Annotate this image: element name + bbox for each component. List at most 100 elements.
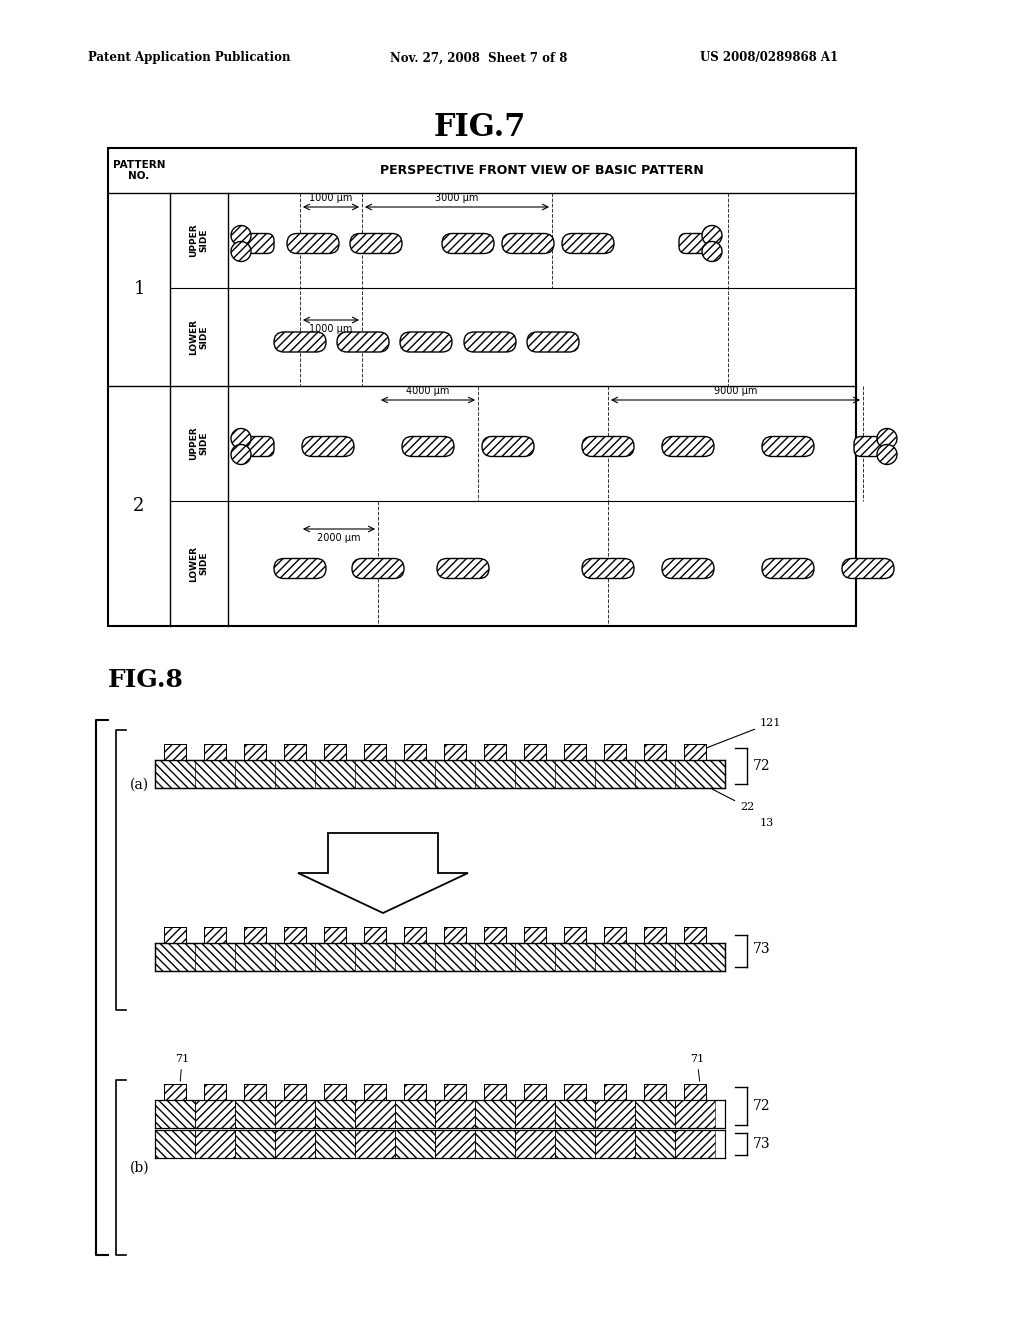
Bar: [234, 1130, 275, 1158]
Bar: [164, 927, 186, 942]
Text: (b): (b): [130, 1160, 150, 1175]
Bar: [404, 744, 426, 760]
Bar: [604, 744, 626, 760]
Bar: [324, 744, 346, 760]
Bar: [315, 1130, 355, 1158]
FancyBboxPatch shape: [662, 437, 714, 457]
Text: UPPER
SIDE: UPPER SIDE: [189, 223, 209, 257]
Bar: [164, 1084, 186, 1100]
Bar: [515, 1130, 555, 1158]
Bar: [284, 1084, 306, 1100]
FancyBboxPatch shape: [302, 437, 354, 457]
FancyBboxPatch shape: [442, 234, 494, 253]
Circle shape: [702, 242, 722, 261]
Bar: [555, 1100, 595, 1129]
Circle shape: [877, 445, 897, 465]
Bar: [234, 1100, 275, 1129]
Bar: [444, 927, 466, 942]
FancyBboxPatch shape: [402, 437, 454, 457]
FancyBboxPatch shape: [854, 437, 882, 457]
FancyBboxPatch shape: [527, 333, 579, 352]
Bar: [595, 1130, 635, 1158]
FancyBboxPatch shape: [502, 234, 554, 253]
Bar: [355, 1100, 395, 1129]
Bar: [284, 744, 306, 760]
FancyBboxPatch shape: [582, 558, 634, 578]
Text: 3000 μm: 3000 μm: [435, 193, 478, 203]
FancyBboxPatch shape: [246, 234, 274, 253]
Circle shape: [231, 242, 251, 261]
Text: 2: 2: [133, 498, 144, 515]
Bar: [244, 1084, 266, 1100]
Bar: [204, 1084, 226, 1100]
Circle shape: [877, 429, 897, 449]
Bar: [484, 927, 506, 942]
Bar: [644, 927, 666, 942]
FancyBboxPatch shape: [287, 234, 339, 253]
Bar: [195, 1100, 234, 1129]
Bar: [284, 927, 306, 942]
Bar: [364, 927, 386, 942]
Bar: [604, 927, 626, 942]
FancyBboxPatch shape: [662, 558, 714, 578]
Bar: [364, 744, 386, 760]
Bar: [604, 1084, 626, 1100]
Bar: [684, 927, 706, 942]
Text: 71: 71: [690, 1053, 705, 1081]
Bar: [675, 1130, 715, 1158]
Circle shape: [231, 226, 251, 246]
Bar: [204, 927, 226, 942]
Bar: [595, 1100, 635, 1129]
Bar: [564, 1084, 586, 1100]
FancyBboxPatch shape: [679, 234, 707, 253]
Bar: [684, 744, 706, 760]
Text: 2000 μm: 2000 μm: [317, 533, 360, 543]
Text: UPPER
SIDE: UPPER SIDE: [189, 426, 209, 461]
Bar: [355, 1130, 395, 1158]
FancyBboxPatch shape: [762, 558, 814, 578]
FancyBboxPatch shape: [350, 234, 402, 253]
Bar: [644, 1084, 666, 1100]
Text: 73: 73: [753, 942, 771, 956]
Bar: [324, 1084, 346, 1100]
Bar: [155, 1130, 195, 1158]
Bar: [484, 744, 506, 760]
FancyBboxPatch shape: [562, 234, 614, 253]
Bar: [404, 927, 426, 942]
Text: 72: 72: [753, 759, 771, 774]
Bar: [555, 1130, 595, 1158]
Bar: [564, 744, 586, 760]
Text: US 2008/0289868 A1: US 2008/0289868 A1: [700, 51, 838, 65]
Text: 1000 μm: 1000 μm: [309, 193, 352, 203]
FancyBboxPatch shape: [842, 558, 894, 578]
Text: PATTERN
NO.: PATTERN NO.: [113, 160, 165, 181]
Text: (a): (a): [130, 777, 150, 792]
Bar: [524, 744, 546, 760]
Bar: [155, 1100, 195, 1129]
Bar: [484, 1084, 506, 1100]
Bar: [155, 760, 725, 788]
Text: 13: 13: [760, 818, 774, 828]
Bar: [635, 1130, 675, 1158]
FancyBboxPatch shape: [482, 437, 534, 457]
Bar: [364, 1084, 386, 1100]
Circle shape: [231, 429, 251, 449]
Bar: [275, 1130, 315, 1158]
Bar: [644, 744, 666, 760]
Bar: [635, 1100, 675, 1129]
Text: 22: 22: [713, 789, 755, 812]
FancyBboxPatch shape: [464, 333, 516, 352]
Bar: [395, 1130, 435, 1158]
Bar: [108, 148, 856, 626]
Bar: [515, 1100, 555, 1129]
Text: 1000 μm: 1000 μm: [309, 323, 352, 334]
FancyBboxPatch shape: [762, 437, 814, 457]
FancyBboxPatch shape: [437, 558, 489, 578]
Text: FIG.8: FIG.8: [108, 668, 184, 692]
Bar: [195, 1130, 234, 1158]
FancyBboxPatch shape: [246, 437, 274, 457]
Bar: [315, 1100, 355, 1129]
Bar: [444, 1084, 466, 1100]
Text: Patent Application Publication: Patent Application Publication: [88, 51, 291, 65]
Text: 73: 73: [753, 1137, 771, 1151]
